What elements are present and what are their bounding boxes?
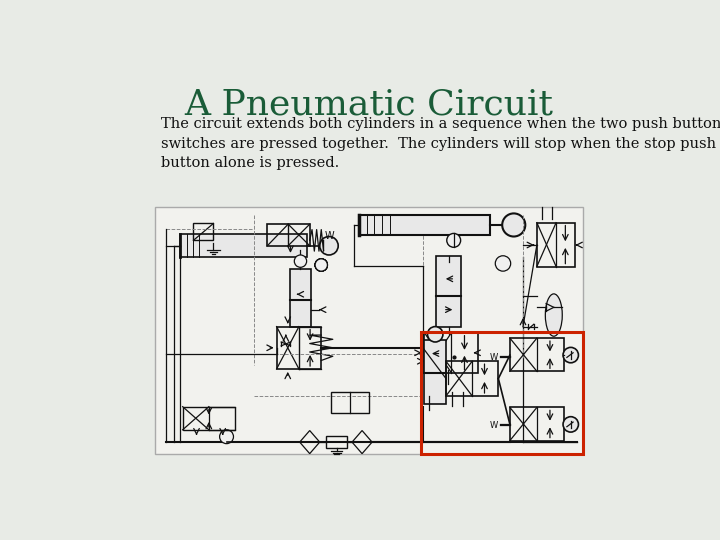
Bar: [425, 333, 478, 373]
Circle shape: [563, 417, 578, 432]
Circle shape: [315, 259, 328, 271]
Bar: [267, 224, 310, 246]
Bar: [194, 224, 213, 240]
Circle shape: [315, 259, 328, 271]
Bar: [436, 256, 462, 327]
Circle shape: [315, 259, 328, 271]
Ellipse shape: [545, 294, 562, 336]
Bar: [180, 234, 307, 257]
Bar: [155, 207, 583, 454]
Bar: [183, 407, 235, 430]
Bar: [510, 408, 564, 441]
Circle shape: [495, 256, 510, 271]
Bar: [326, 436, 348, 448]
Text: A Pneumatic Circuit: A Pneumatic Circuit: [184, 88, 554, 122]
Text: The circuit extends both cylinders in a sequence when the two push button
switch: The circuit extends both cylinders in a …: [161, 117, 720, 170]
Bar: [276, 327, 321, 369]
Bar: [446, 361, 498, 396]
Circle shape: [220, 430, 233, 444]
Circle shape: [428, 327, 443, 342]
Bar: [537, 222, 575, 267]
Circle shape: [315, 259, 328, 271]
Bar: [510, 338, 564, 372]
Bar: [359, 215, 490, 235]
Bar: [420, 332, 583, 454]
Circle shape: [563, 347, 578, 363]
Circle shape: [294, 255, 307, 267]
Bar: [330, 392, 369, 413]
Circle shape: [503, 213, 526, 237]
Circle shape: [320, 237, 338, 255]
Text: W: W: [490, 421, 498, 430]
Circle shape: [447, 233, 461, 247]
Text: W: W: [324, 231, 334, 241]
Circle shape: [315, 259, 328, 271]
Bar: [290, 269, 311, 327]
Text: W: W: [490, 353, 498, 362]
Circle shape: [315, 259, 328, 271]
Bar: [425, 340, 446, 403]
